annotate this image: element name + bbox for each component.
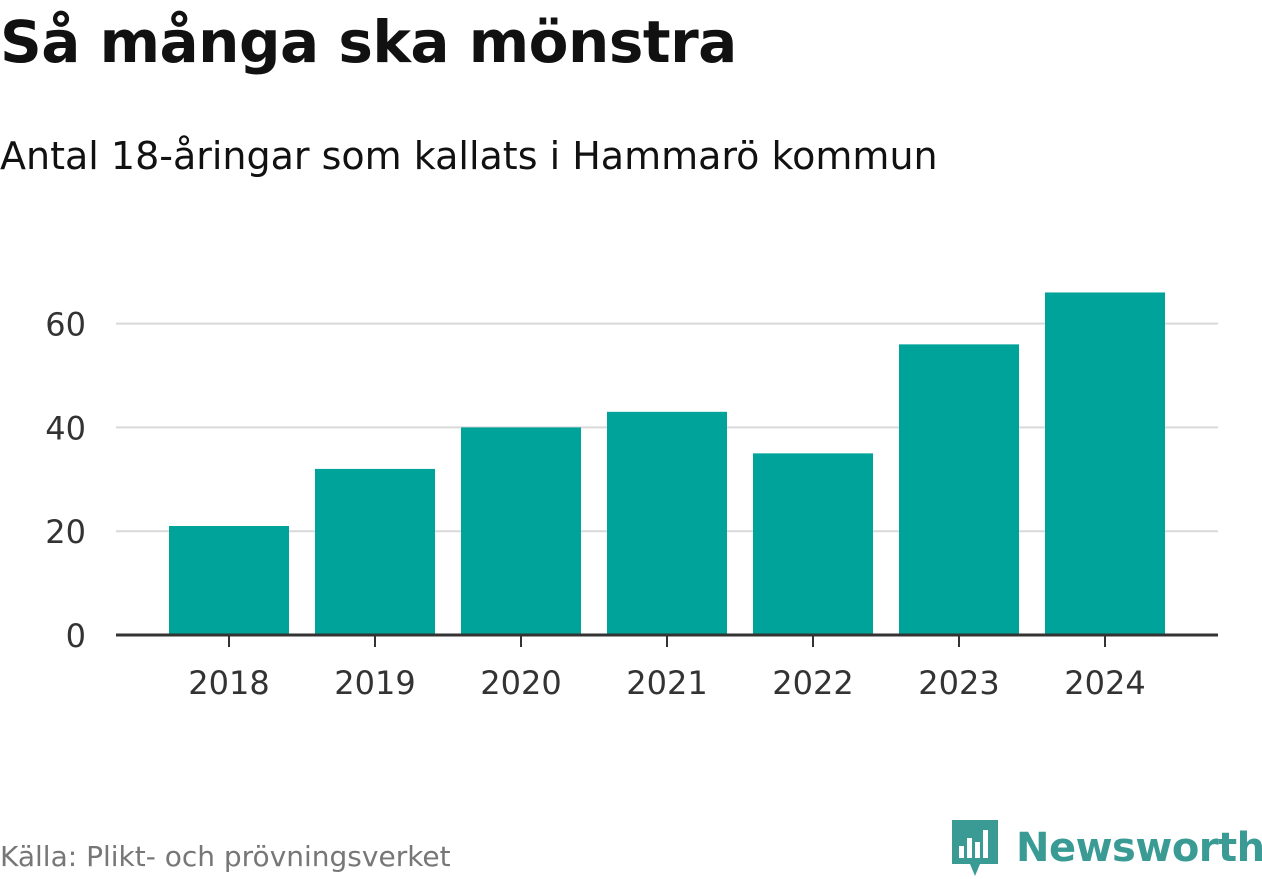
bar — [1045, 292, 1165, 635]
bar — [899, 344, 1019, 635]
y-axis-ticks: 0 20 40 60 — [45, 306, 86, 655]
x-tick-label: 2018 — [188, 664, 269, 702]
x-tick-label: 2022 — [772, 664, 853, 702]
brand-logo: Newsworthy — [950, 818, 1262, 878]
x-tick-label: 2019 — [334, 664, 415, 702]
x-axis-ticks: 2018 2019 2020 2021 2022 2023 2024 — [188, 635, 1146, 702]
newsworthy-logo-icon — [952, 820, 998, 876]
bar — [753, 453, 873, 635]
y-tick-label: 0 — [66, 617, 86, 655]
y-tick-label: 60 — [45, 306, 86, 344]
x-tick-label: 2024 — [1064, 664, 1145, 702]
bar — [315, 468, 435, 635]
chart-subtitle: Antal 18-åringar som kallats i Hammarö k… — [0, 134, 938, 178]
y-tick-label: 20 — [45, 513, 86, 551]
chart-title: Så många ska mönstra — [0, 8, 737, 76]
brand-name: Newsworthy — [1016, 825, 1262, 871]
bars — [169, 292, 1165, 635]
bar — [461, 427, 581, 635]
bar — [169, 526, 289, 635]
x-tick-label: 2020 — [480, 664, 561, 702]
y-tick-label: 40 — [45, 409, 86, 447]
x-tick-label: 2021 — [626, 664, 707, 702]
bar — [607, 411, 727, 635]
x-tick-label: 2023 — [918, 664, 999, 702]
source-note: Källa: Plikt- och prövningsverket — [0, 840, 451, 873]
